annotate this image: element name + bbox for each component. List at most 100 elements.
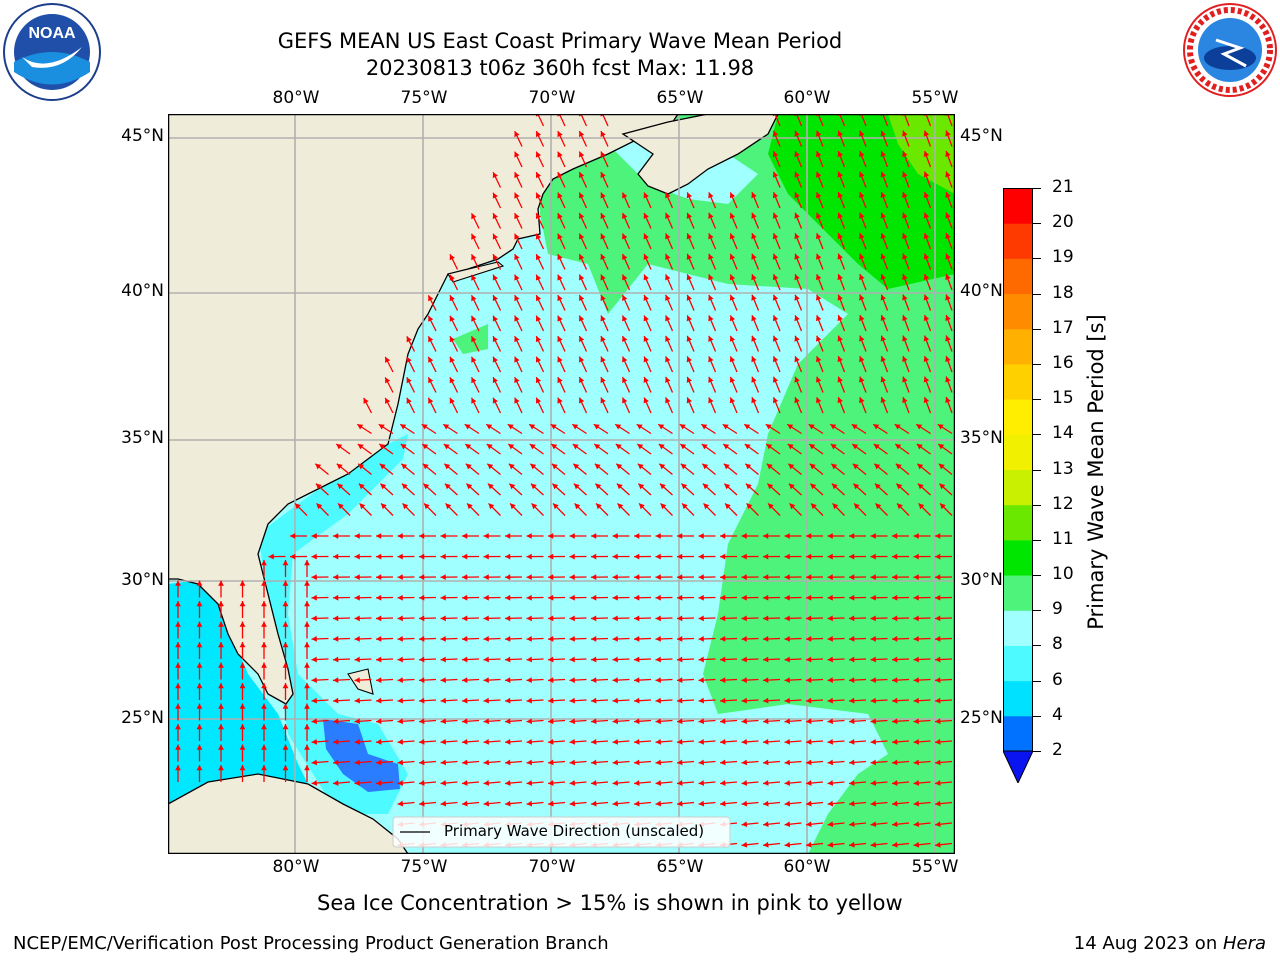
wave-arrow-head: [175, 662, 181, 668]
wave-arrow-head: [923, 315, 930, 321]
wave-arrow-head: [535, 131, 542, 138]
wave-arrow-head: [507, 424, 514, 430]
wave-arrow-head: [578, 295, 585, 302]
wave-arrow-head: [311, 780, 318, 786]
wave-arrow-head: [239, 744, 246, 750]
wave-arrow-head: [218, 683, 224, 689]
wave-arrow-head: [708, 315, 714, 322]
wave-arrow-head: [751, 397, 757, 404]
wave-arrow-head: [815, 315, 822, 322]
wave-arrow-head: [935, 533, 941, 539]
wave-arrow-head: [261, 621, 267, 627]
wave-arrow-head: [698, 553, 704, 560]
wave-arrow-head: [615, 444, 622, 450]
wave-arrow-head: [268, 553, 274, 560]
wave-arrow-head: [784, 656, 790, 663]
wave-arrow-head: [789, 503, 796, 510]
wave-arrow-head: [612, 615, 618, 622]
wave-arrow-head: [282, 744, 289, 750]
wave-arrow-head: [729, 376, 736, 383]
wave-arrow-head: [514, 315, 520, 322]
wave-arrow-head: [591, 759, 597, 766]
wave-arrow-head: [918, 503, 925, 510]
wave-arrow-head: [913, 718, 919, 725]
wave-arrow-head: [870, 738, 877, 745]
wave-arrow-head: [514, 172, 520, 179]
wave-arrow-head: [239, 621, 246, 627]
wave-arrow-head: [218, 621, 224, 627]
wave-arrow-head: [557, 377, 563, 384]
wave-arrow: [774, 114, 781, 127]
wave-arrow-head: [870, 800, 877, 807]
wave-arrow-head: [849, 738, 855, 745]
wave-arrow-head: [902, 151, 908, 158]
wave-arrow-head: [677, 656, 683, 663]
wave-arrow-head: [827, 533, 833, 539]
wave-arrow-head: [741, 800, 748, 807]
wave-arrow-head: [677, 697, 683, 704]
wave-arrow-head: [354, 780, 361, 786]
wave-arrow-head: [870, 594, 876, 601]
wave-arrow-head: [612, 533, 618, 539]
wave-arrow-head: [600, 274, 606, 281]
wave-arrow-head: [772, 315, 779, 322]
wave-arrow-head: [380, 483, 387, 490]
wave-arrow-head: [784, 574, 790, 581]
wave-arrow-head: [809, 444, 816, 450]
wave-arrow-head: [681, 483, 688, 490]
wave-arrow-head: [505, 780, 511, 786]
wave-arrow-head: [354, 533, 360, 539]
wave-arrow-head: [720, 780, 726, 786]
wave-arrow-head: [880, 397, 887, 404]
wave-arrow-head: [837, 233, 843, 240]
wave-arrow-head: [945, 397, 951, 403]
wave-arrow-head: [849, 677, 855, 683]
wave-direction-arrows: [175, 114, 953, 848]
wave-arrow-head: [419, 553, 425, 560]
wave-arrow-head: [892, 780, 898, 786]
wave-arrow-head: [806, 656, 812, 663]
wave-arrow-head: [569, 574, 575, 581]
wave-arrow-head: [763, 738, 769, 745]
wave-arrow-head: [763, 594, 769, 601]
wave-arrow-head: [492, 274, 498, 281]
wave-arrow-head: [741, 780, 748, 786]
wave-arrow-head: [806, 800, 812, 807]
wave-arrow-head: [916, 424, 923, 430]
wave-arrow-head: [643, 212, 649, 219]
wave-arrow-head: [311, 656, 317, 663]
wave-arrow-head: [600, 213, 606, 220]
wave-arrow-head: [677, 759, 683, 766]
wave-arrow-head: [535, 151, 542, 158]
wave-arrow-head: [902, 376, 908, 383]
wave-arrow-head: [261, 765, 267, 771]
wave-arrow: [882, 114, 889, 127]
wave-arrow-head: [333, 677, 339, 683]
wave-arrow-head: [794, 151, 800, 158]
wave-arrow-head: [622, 335, 628, 342]
wave-arrow-head: [428, 315, 434, 322]
wave-arrow-head: [612, 718, 618, 725]
wave-arrow-head: [806, 718, 812, 725]
wave-arrow-head: [423, 483, 430, 490]
wave-arrow-head: [462, 718, 468, 725]
wave-arrow-head: [763, 533, 769, 539]
wave-arrow-head: [677, 636, 683, 642]
wave-arrow-head: [677, 718, 683, 725]
colorbar-segment: [1003, 434, 1033, 470]
wave-arrow-head: [333, 697, 339, 704]
lat-tick-left: 40°N: [121, 281, 164, 301]
wave-arrow-head: [591, 533, 597, 539]
wave-arrow-head: [787, 444, 794, 450]
wave-arrow-head: [218, 662, 224, 668]
wave-arrow-head: [763, 615, 769, 622]
wave-arrow-head: [462, 533, 468, 539]
wave-arrow-head: [763, 718, 769, 725]
wave-arrow-head: [239, 765, 246, 771]
wave-arrow-head: [720, 553, 726, 560]
wave-arrow-head: [311, 574, 317, 581]
wave-arrow-head: [505, 677, 511, 683]
wave-arrow-head: [526, 718, 532, 725]
wave-arrow-head: [376, 615, 382, 622]
wave-arrow-head: [634, 718, 640, 725]
